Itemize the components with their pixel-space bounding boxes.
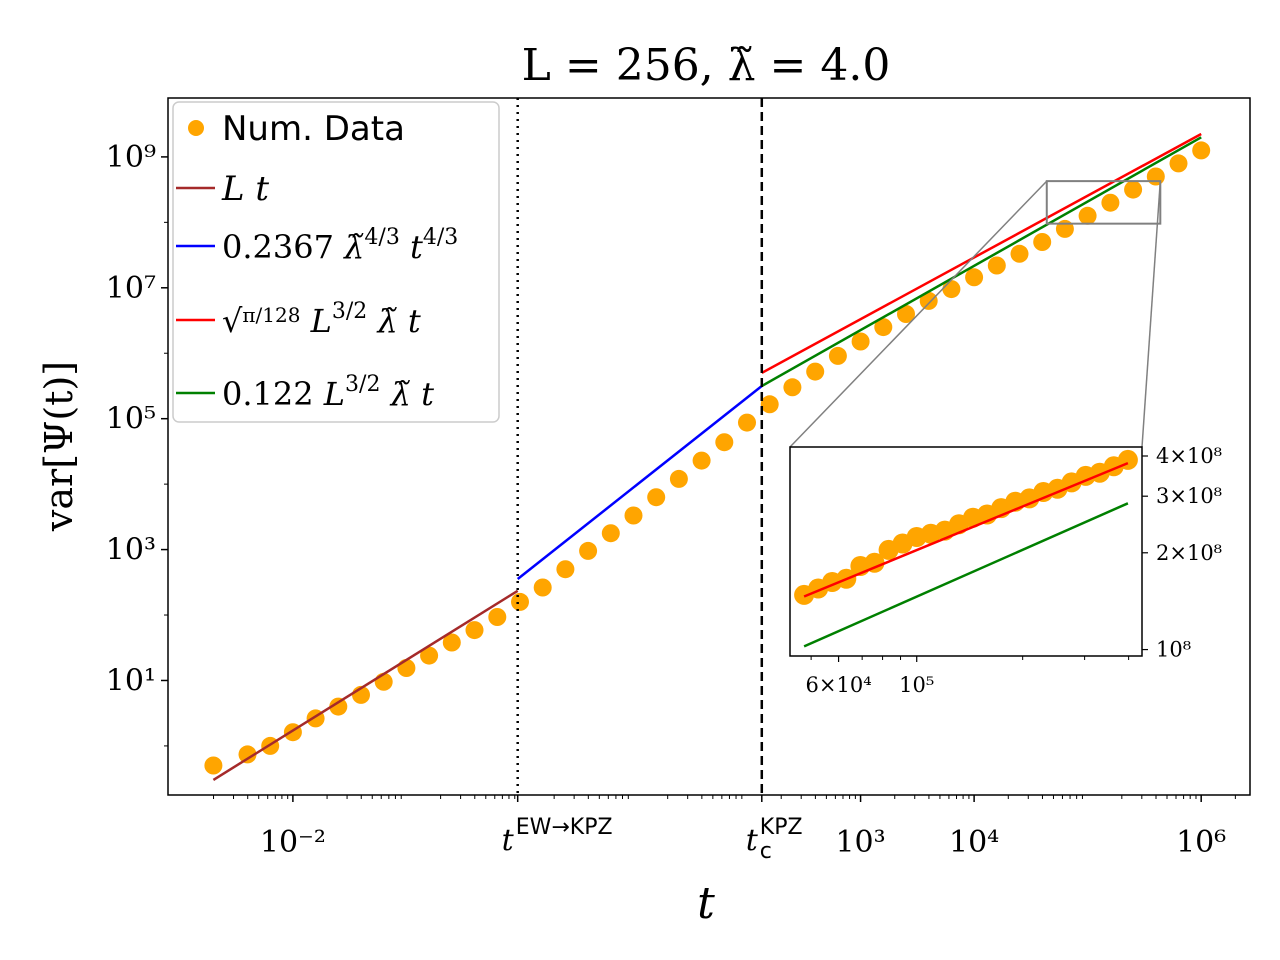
data-point [715,433,734,452]
data-point [442,633,461,652]
data-point [1146,167,1165,186]
data-point [806,362,825,381]
zoom-region [1045,180,1162,225]
data-point [533,578,552,597]
x-tick-label: 10⁴ [949,825,999,860]
data-point [1033,233,1052,251]
data-point [1192,141,1211,160]
data-point [238,745,257,764]
data-point [488,608,507,626]
data-point [783,378,802,397]
data-point [692,451,711,470]
legend-label: 0.2367 λ̃4/3 t4/3 [222,225,458,266]
data-point [874,318,893,337]
legend-label: Num. Data [222,109,405,149]
x-axis-label: t [697,878,715,929]
data-point [601,524,620,543]
data-point [1078,206,1097,225]
y-tick-label: 10⁷ [106,271,156,306]
data-point [919,291,938,310]
inset-x-tick-label: 10⁵ [899,673,934,697]
series-line [212,589,519,781]
data-point [1124,180,1143,199]
inset-frame [789,446,1143,657]
inset-y-tick-label: 4×10⁸ [1156,444,1222,468]
data-point [204,756,223,775]
zoom-connector [789,180,1048,448]
y-axis-label: var[Ψ(t)] [37,361,81,532]
inset-data-point [864,552,885,573]
legend-text: 0.2367 λ̃4/3 t4/3 [222,225,458,266]
inset-series-line [803,502,1129,648]
tick-label-sub: c [760,839,772,864]
x-tick-label: 10³ [835,825,885,860]
series-line [761,132,1202,374]
chart-title: L = 256, λ̃ = 4.0 [522,40,891,91]
y-tick-label: 10³ [106,533,156,568]
legend-label: L t [221,169,269,209]
data-point [647,488,666,507]
data-point [669,469,688,488]
data-point [851,332,870,351]
tick-label-base: t [502,823,515,858]
data-point [329,697,348,716]
t-ew-kpz-label: t EW→KPZ [502,815,613,858]
data-point [397,659,416,677]
y-tick-label: 10⁹ [106,140,156,175]
x-tick-label: 10⁻² [260,825,326,860]
legend-text: Num. Data [222,109,405,149]
tick-label-base: t [746,823,759,858]
data-point [1010,244,1029,263]
y-tick-label: 10¹ [106,663,156,698]
data-point [579,541,598,560]
legend-box [172,101,500,423]
inset-x-tick-label: 6×10⁴ [806,673,872,697]
tick-label-sup: EW→KPZ [516,815,613,840]
data-point [738,413,756,432]
series-line [516,385,763,580]
data-point [828,346,847,365]
series-line [761,136,1202,388]
inset-y-tick-label: 3×10⁸ [1156,484,1222,508]
legend-label: 0.122 L3/2 λ̃ t [222,372,434,413]
data-point [624,506,643,525]
data-point [465,621,484,640]
tick-label-sup: KPZ [760,815,803,840]
y-tick-label: 10⁵ [106,402,156,437]
data-point [987,256,1006,275]
x-tick-label: 10⁶ [1176,825,1226,860]
inset-y-tick-label: 10⁸ [1156,638,1191,662]
data-point [1101,193,1120,212]
legend-text: L t [221,169,269,209]
data-point [1055,219,1074,238]
data-point [511,592,529,611]
inset: 6×10⁴ 10⁵ 10⁸ 2×10⁸ 3×10⁸ 4×10⁸ [789,180,1222,697]
data-point [556,560,575,579]
zoom-connector [1141,181,1162,448]
data-point [420,646,439,665]
data-point [760,395,779,414]
axes-frame [167,97,1251,796]
inset-series-line [803,461,1129,598]
data-point [1169,154,1188,173]
data-point [897,305,915,323]
data-point [965,268,984,287]
inset-y-tick-label: 2×10⁸ [1156,541,1222,565]
legend-marker [188,120,204,136]
legend-text: 0.122 L3/2 λ̃ t [222,372,434,413]
